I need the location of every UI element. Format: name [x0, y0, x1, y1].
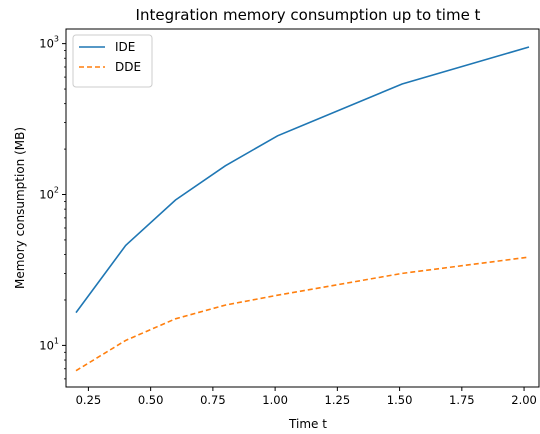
plot-area: 0.25 0.50 0.75 1.00 1.25 1.50 1.75 2.00 1011021…: [39, 28, 540, 407]
y-tick-label: 103: [39, 35, 59, 51]
x-tick-label: 1.25: [325, 393, 351, 407]
chart-title: Integration memory consumption up to tim…: [136, 6, 481, 24]
x-tick-label: 0.75: [200, 393, 226, 407]
y-tick-label: 101: [39, 336, 59, 352]
legend-box: [72, 34, 153, 88]
series-line-dde: [75, 256, 530, 372]
series-line-ide: [75, 46, 530, 314]
legend-label-ide: IDE: [115, 40, 135, 54]
y-tick-label: 102: [39, 186, 59, 202]
legend-label-dde: DDE: [115, 60, 141, 74]
x-tick-label: 1.75: [449, 393, 475, 407]
x-tick-label: 1.00: [262, 393, 288, 407]
series-layer: [75, 46, 530, 372]
y-axis-ticks: 101 102 103: [39, 35, 66, 380]
legend: IDE DDE: [72, 34, 153, 88]
x-tick-label: 0.25: [76, 393, 102, 407]
x-axis-ticks: 0.25 0.50 0.75 1.00 1.25 1.50 1.75 2.00: [76, 387, 537, 407]
x-axis-label: Time t: [288, 417, 327, 431]
x-tick-label: 2.00: [511, 393, 537, 407]
plot-frame: [65, 28, 540, 388]
x-tick-label: 0.50: [138, 393, 164, 407]
y-axis-label: Memory consumption (MB): [13, 127, 27, 289]
x-tick-label: 1.50: [387, 393, 413, 407]
